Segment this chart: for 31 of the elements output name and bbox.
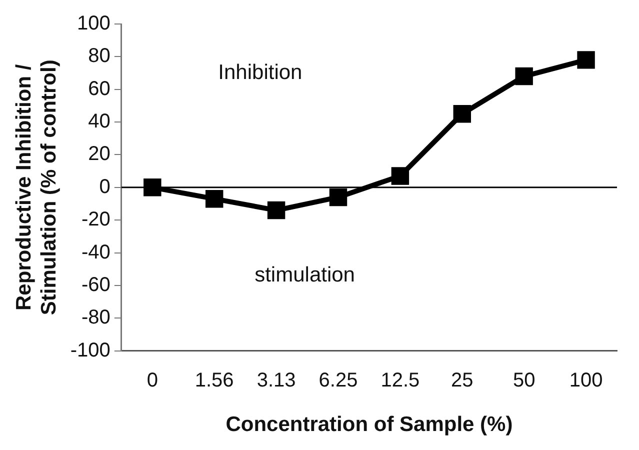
point: [329, 188, 348, 206]
x-tick-label: 50: [512, 369, 536, 392]
point: [453, 105, 471, 123]
x-tick-label: 0: [146, 369, 158, 392]
x-tick-label: 3.13: [256, 369, 296, 392]
annotation: Inhibition: [218, 60, 302, 84]
y-tick-label: 100: [77, 12, 110, 35]
x-tick-label: 100: [569, 369, 603, 392]
point: [267, 201, 286, 220]
y-tick-label: -40: [82, 241, 110, 264]
y-tick-label: -80: [82, 306, 110, 329]
y-tick-label: -100: [70, 339, 110, 362]
point: [515, 67, 533, 86]
y-tick-label: -60: [82, 274, 110, 296]
y-tick-label: -20: [82, 208, 110, 231]
y-axis-title: Reproductive Inhibition / Stimulation (% of control): [12, 60, 61, 316]
x-tick-label: 6.25: [318, 369, 358, 392]
x-tick-label: 25: [451, 369, 474, 392]
annotation: stimulation: [254, 263, 355, 286]
y-tick-label: 20: [88, 143, 110, 166]
y-tick-label: 80: [88, 45, 110, 68]
point: [577, 51, 595, 69]
y-tick-label: 0: [99, 176, 110, 198]
point: [144, 178, 162, 196]
point: [205, 190, 224, 208]
point: [391, 167, 410, 185]
x-tick-label: 1.56: [194, 369, 234, 392]
x-axis-title: Concentration of Sample (%): [226, 413, 513, 436]
y-tick-label: 40: [88, 110, 110, 133]
x-tick-label: 12.5: [380, 369, 420, 392]
y-tick-label: 60: [88, 78, 110, 100]
